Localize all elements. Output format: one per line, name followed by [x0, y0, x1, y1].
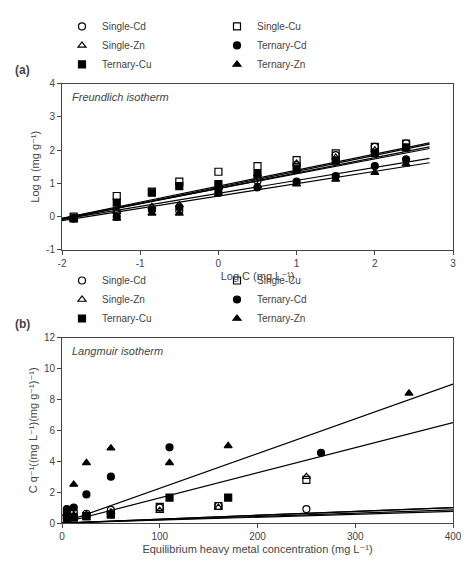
svg-text:Single-Cd: Single-Cd — [102, 275, 146, 286]
svg-text:Ternary-Cu: Ternary-Cu — [102, 59, 151, 70]
svg-text:0: 0 — [216, 258, 222, 269]
svg-text:(b): (b) — [15, 317, 30, 331]
svg-text:Single-Cu: Single-Cu — [257, 275, 301, 286]
svg-text:(a): (a) — [15, 63, 30, 77]
svg-text:1: 1 — [294, 258, 300, 269]
svg-text:Ternary-Cd: Ternary-Cd — [257, 40, 306, 51]
svg-text:300: 300 — [347, 531, 364, 542]
svg-text:-1: -1 — [136, 258, 145, 269]
svg-text:1: 1 — [49, 178, 55, 189]
svg-text:6: 6 — [49, 425, 55, 436]
svg-text:3: 3 — [49, 111, 55, 122]
svg-text:Ternary-Zn: Ternary-Zn — [257, 313, 305, 324]
svg-text:4: 4 — [49, 456, 55, 467]
svg-text:400: 400 — [445, 531, 462, 542]
svg-text:Single-Zn: Single-Zn — [102, 40, 145, 51]
svg-text:Ternary-Zn: Ternary-Zn — [257, 59, 305, 70]
svg-text:200: 200 — [249, 531, 266, 542]
svg-text:12: 12 — [44, 332, 56, 343]
svg-text:100: 100 — [151, 531, 168, 542]
svg-text:Log C (mg L⁻¹): Log C (mg L⁻¹) — [221, 270, 295, 282]
svg-text:Single-Cd: Single-Cd — [102, 21, 146, 32]
svg-text:Freundlich isotherm: Freundlich isotherm — [72, 91, 169, 103]
svg-text:0: 0 — [49, 211, 55, 222]
svg-text:2: 2 — [49, 145, 55, 156]
svg-text:3: 3 — [450, 258, 456, 269]
svg-text:Equilibrium heavy metal concen: Equilibrium heavy metal concentration (m… — [142, 543, 372, 555]
svg-text:2: 2 — [372, 258, 378, 269]
svg-text:10: 10 — [44, 363, 56, 374]
svg-text:C q⁻¹((mg L⁻¹)(mg g⁻¹)⁻¹): C q⁻¹((mg L⁻¹)(mg g⁻¹)⁻¹) — [27, 367, 39, 493]
svg-text:Langmuir isotherm: Langmuir isotherm — [72, 345, 163, 357]
svg-text:Ternary-Cu: Ternary-Cu — [102, 313, 151, 324]
svg-text:0: 0 — [59, 531, 65, 542]
svg-text:2: 2 — [49, 487, 55, 498]
svg-text:0: 0 — [49, 518, 55, 529]
svg-text:-2: -2 — [58, 258, 67, 269]
svg-text:8: 8 — [49, 394, 55, 405]
svg-text:-1: -1 — [46, 244, 55, 255]
svg-text:Single-Zn: Single-Zn — [102, 294, 145, 305]
svg-text:4: 4 — [49, 78, 55, 89]
svg-text:Log q (mg g⁻¹): Log q (mg g⁻¹) — [29, 131, 41, 203]
svg-text:Single-Cu: Single-Cu — [257, 21, 301, 32]
svg-text:Ternary-Cd: Ternary-Cd — [257, 294, 306, 305]
